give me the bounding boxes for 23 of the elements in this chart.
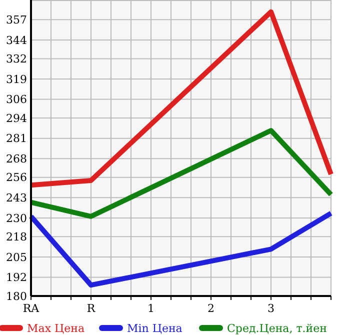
y-tick-label: 218	[6, 230, 27, 244]
y-tick-label: 256	[6, 171, 27, 184]
legend-label: Min Цена	[127, 322, 183, 335]
x-tick-label: RA	[22, 302, 40, 315]
y-tick-label: 294	[6, 112, 27, 125]
y-tick-label: 205	[6, 250, 27, 264]
y-tick-label: 357	[6, 14, 27, 27]
x-tick-label: 3	[268, 302, 274, 315]
x-tick-label: 2	[208, 302, 214, 315]
y-tick-label: 230	[6, 212, 27, 225]
y-tick-label: 243	[6, 191, 27, 204]
y-tick-label: 332	[6, 52, 27, 66]
x-tick-label: R	[86, 302, 96, 315]
y-tick-label: 192	[6, 271, 27, 284]
y-tick-label: 180	[6, 290, 27, 303]
y-tick-label: 268	[6, 152, 27, 166]
legend-label: Max Цена	[27, 322, 85, 335]
y-tick-label: 281	[6, 132, 27, 146]
y-tick-label: 344	[6, 34, 27, 47]
legend-label: Сред.Цена, т.йен	[227, 322, 327, 335]
y-tick-label: 319	[6, 72, 27, 86]
y-tick-label: 306	[6, 93, 27, 106]
x-tick-label: 1	[148, 302, 154, 315]
